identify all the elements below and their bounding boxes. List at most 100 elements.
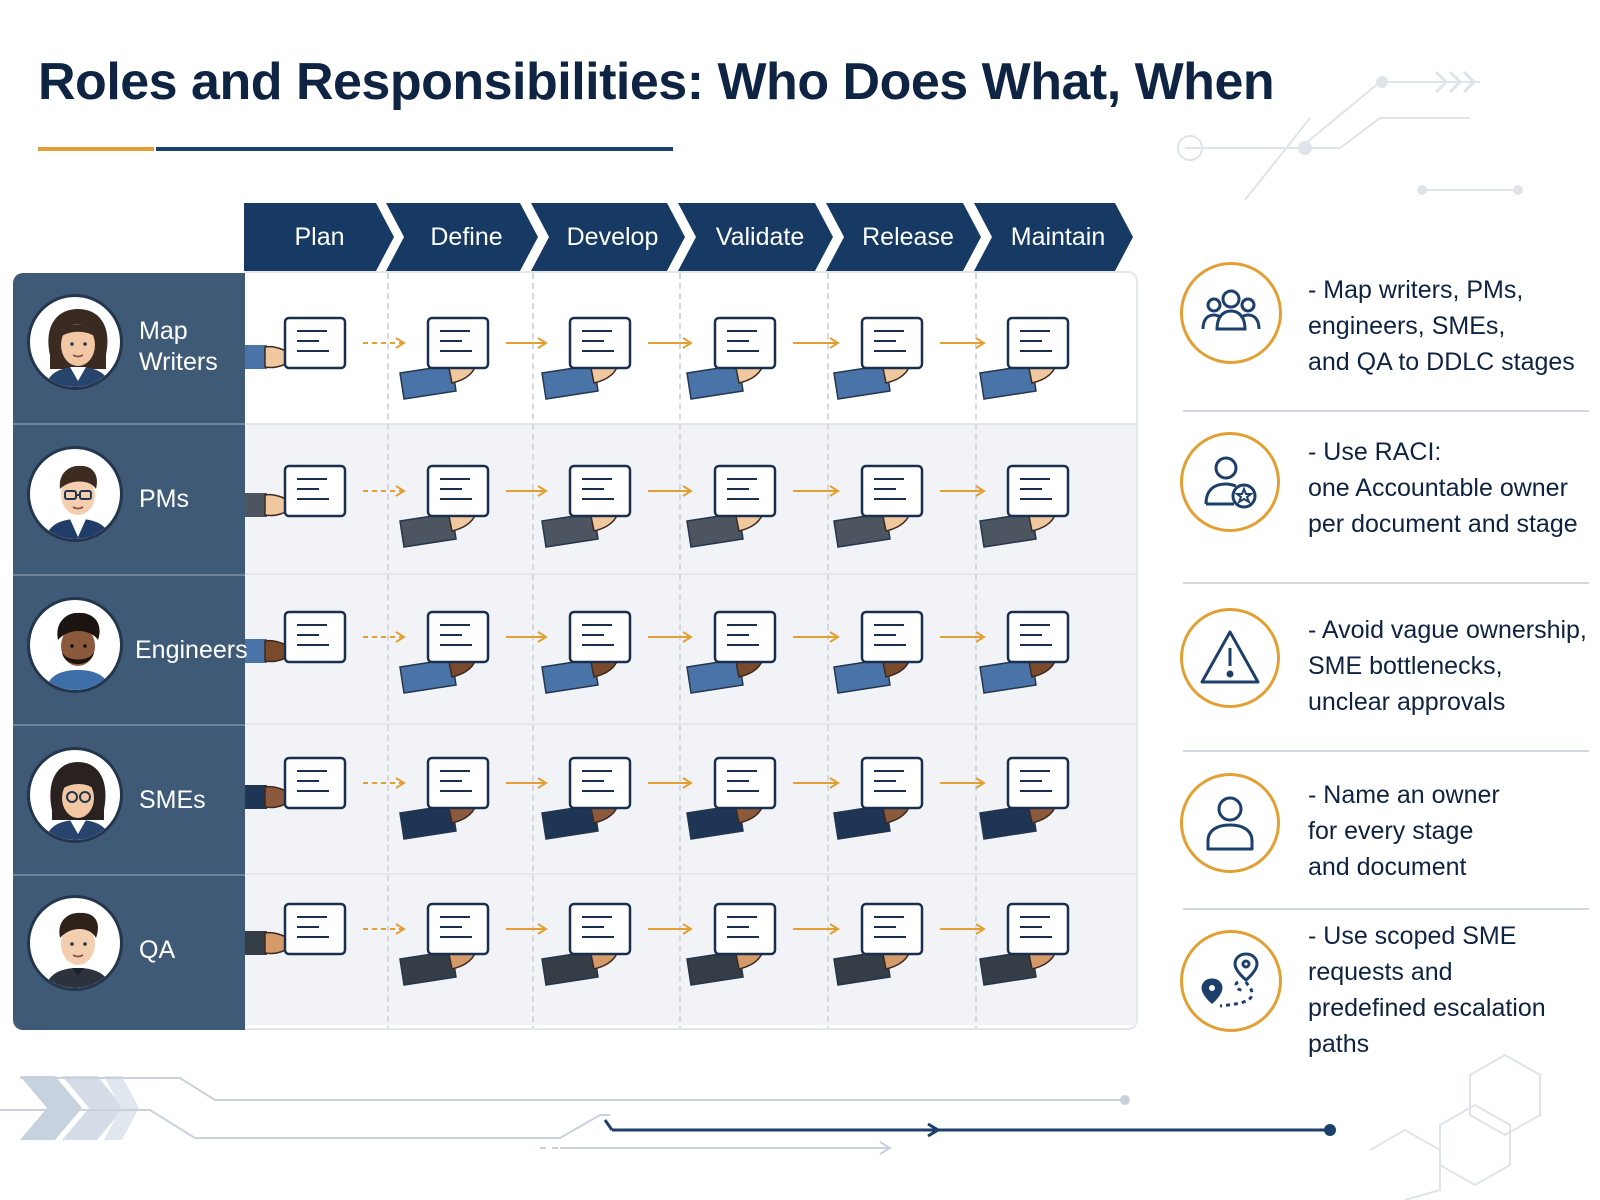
engineer-avatar-icon (27, 597, 123, 693)
document-card (713, 464, 777, 518)
row-divider (245, 723, 1136, 725)
guidance-line: - Avoid vague ownership, (1308, 616, 1587, 644)
column-divider (532, 273, 534, 1028)
writer-avatar-icon (27, 294, 123, 390)
document-card (713, 316, 777, 370)
arrow-head (395, 337, 406, 349)
document-icon (860, 756, 924, 810)
guidance-divider (1183, 582, 1589, 584)
document-icon (426, 902, 490, 956)
sleeve (541, 512, 599, 548)
arrow-head (829, 631, 840, 643)
document-icon (1006, 316, 1070, 370)
document-card (860, 464, 924, 518)
title-underline-accent (38, 147, 154, 151)
document-icon (426, 316, 490, 370)
handoff-arrow (940, 485, 986, 497)
person-icon (1180, 773, 1280, 873)
qa-avatar-icon (27, 895, 123, 991)
document-icon (568, 902, 632, 956)
guidance-line: and QA to DDLC stages (1308, 348, 1575, 376)
warning-icon (1180, 608, 1280, 708)
handoff-arrow (506, 485, 548, 497)
arrow-head (395, 923, 406, 935)
stage-validate: Validate (678, 203, 834, 271)
guidance-raci: - Use RACI: one Accountable owner per do… (1180, 432, 1590, 582)
sleeve (245, 493, 267, 517)
sme-avatar-icon (27, 747, 123, 843)
stage-release: Release (826, 203, 982, 271)
arrow-head (829, 485, 840, 497)
sleeve (399, 804, 457, 840)
guidance-line: - Use RACI: (1308, 438, 1442, 466)
document-card (860, 316, 924, 370)
sleeve (245, 931, 267, 955)
arrow-head (682, 923, 693, 935)
document-card (283, 902, 347, 956)
sleeve (541, 950, 599, 986)
role-engineers: Engineers (13, 575, 248, 725)
role-label: SMEs (139, 785, 206, 816)
grid-row-engineers (245, 575, 1136, 725)
role-label-line: QA (139, 936, 176, 964)
stage-plan: Plan (244, 203, 395, 271)
guidance-map-roles: - Map writers, PMs, engineers, SMEs, and… (1180, 260, 1590, 410)
arrow-head (537, 631, 548, 643)
guidance-line: one Accountable owner (1308, 474, 1568, 502)
document-icon (860, 610, 924, 664)
column-divider (827, 273, 829, 1028)
document-icon (713, 756, 777, 810)
sleeve (686, 512, 744, 548)
guidance-line: engineers, SMEs, (1308, 312, 1506, 340)
sleeve (245, 785, 267, 809)
sleeve (541, 804, 599, 840)
handoff-arrow (940, 631, 986, 643)
document-card (426, 610, 490, 664)
sleeve (399, 512, 457, 548)
sleeve (541, 364, 599, 400)
sleeve (399, 364, 457, 400)
document-card (860, 756, 924, 810)
document-card (860, 610, 924, 664)
handoff-arrow (363, 631, 406, 643)
role-writers: Map Writers (13, 272, 245, 422)
guidance-line: predefined escalation (1308, 994, 1546, 1022)
arrow-head (829, 777, 840, 789)
role-pms: PMs (13, 424, 245, 574)
arrow-head (682, 631, 693, 643)
guidance-line: per document and stage (1308, 510, 1578, 538)
guidance-line: - Map writers, PMs, (1308, 276, 1524, 304)
grid-row-qa (245, 875, 1136, 1025)
arrow-head (975, 485, 986, 497)
role-label-line: SMEs (139, 786, 206, 814)
arrow-head (537, 923, 548, 935)
role-divider (13, 724, 245, 726)
handoff-arrow (793, 631, 840, 643)
document-icon (426, 464, 490, 518)
handoff-arrow (506, 337, 548, 349)
arrow-head (682, 777, 693, 789)
role-label: Engineers (135, 635, 248, 666)
document-icon (568, 756, 632, 810)
grid-row-smes (245, 725, 1136, 875)
handoff-arrow (648, 777, 693, 789)
role-divider (13, 874, 245, 876)
handoff-arrow (648, 485, 693, 497)
role-label-line: Engineers (135, 636, 248, 664)
handoff-arrow (648, 337, 693, 349)
sleeve (399, 950, 457, 986)
document-card (283, 610, 347, 664)
guidance-divider (1183, 908, 1589, 910)
document-card (568, 316, 632, 370)
page-title: Roles and Responsibilities: Who Does Wha… (38, 53, 1275, 111)
document-card (713, 756, 777, 810)
guidance-line: SME bottlenecks, (1308, 652, 1503, 680)
arrow-head (537, 337, 548, 349)
guidance-line: and document (1308, 853, 1467, 881)
sleeve (541, 658, 599, 694)
guidance-line: - Name an owner (1308, 781, 1500, 809)
sleeve (833, 804, 891, 840)
handoff-arrow (648, 923, 693, 935)
user-star-icon (1180, 432, 1280, 532)
document-icon (860, 464, 924, 518)
